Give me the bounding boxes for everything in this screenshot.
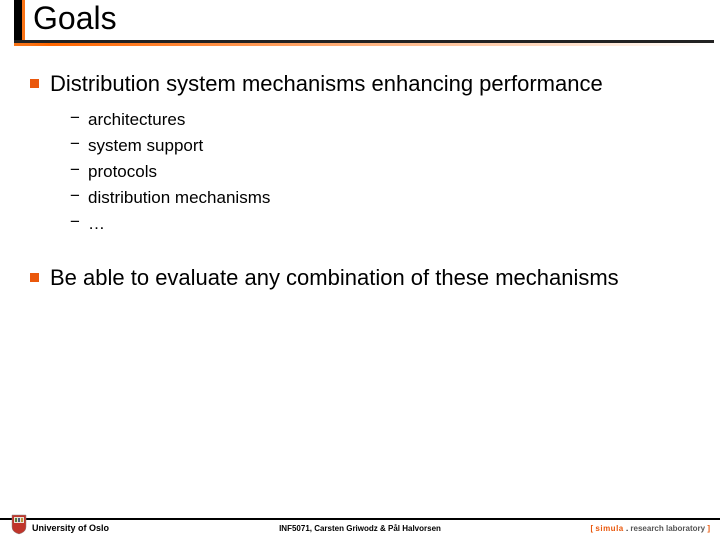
square-bullet-icon (30, 79, 39, 88)
bullet-level2: − … (70, 212, 720, 236)
square-bullet-icon (30, 273, 39, 282)
bracket-icon: ] (705, 524, 710, 533)
dash-bullet-icon: − (70, 186, 80, 206)
simula-text: simula (595, 524, 623, 533)
title-block: Goals (0, 0, 720, 2)
slide-title: Goals (33, 0, 117, 37)
bullet-text: Be able to evaluate any combination of t… (50, 264, 690, 292)
slide-content: Distribution system mechanisms enhancing… (0, 70, 720, 298)
bullet-text: … (88, 212, 720, 236)
bullet-text: distribution mechanisms (88, 186, 720, 210)
dash-bullet-icon: − (70, 134, 80, 154)
footer-right: [ simula . research laboratory ] (591, 524, 711, 533)
bullet-text: architectures (88, 108, 720, 132)
lab-text: research laboratory (630, 524, 705, 533)
bullet-level2: − architectures (70, 108, 720, 132)
bullet-text: Distribution system mechanisms enhancing… (50, 70, 690, 98)
bullet-level1: Distribution system mechanisms enhancing… (30, 70, 690, 98)
bullet-text: system support (88, 134, 720, 158)
text-emphasis: evaluate any combination (155, 265, 405, 290)
bullet-level1: Be able to evaluate any combination of t… (30, 264, 690, 292)
sub-bullet-list: − architectures − system support − proto… (70, 108, 720, 236)
title-bar-orange (22, 0, 25, 43)
dash-bullet-icon: − (70, 108, 80, 128)
text-span: of these mechanisms (405, 265, 619, 290)
bullet-level2: − system support (70, 134, 720, 158)
title-underline-orange (14, 43, 714, 46)
bullet-level2: − protocols (70, 160, 720, 184)
text-span: Be able to (50, 265, 155, 290)
bullet-level2: − distribution mechanisms (70, 186, 720, 210)
dash-bullet-icon: − (70, 212, 80, 232)
footer: University of Oslo INF5071, Carsten Griw… (0, 518, 720, 540)
bullet-text: protocols (88, 160, 720, 184)
dash-bullet-icon: − (70, 160, 80, 180)
